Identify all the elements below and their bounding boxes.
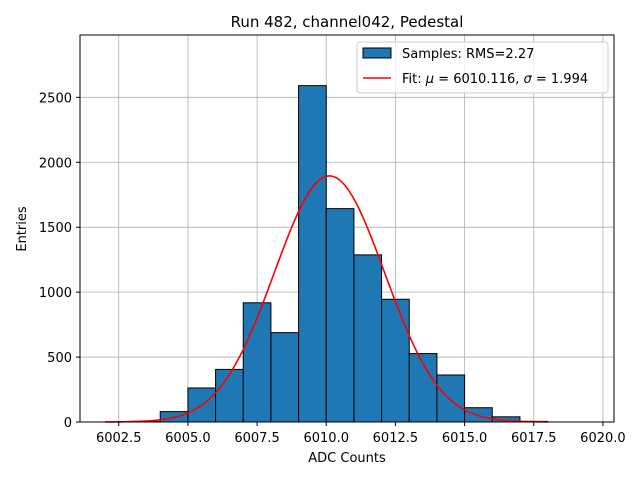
x-tick-label: 6012.5	[373, 431, 419, 446]
x-tick-label: 6005.0	[165, 431, 211, 446]
x-tick-label: 6020.0	[580, 431, 626, 446]
histogram-bar	[242, 302, 272, 423]
histogram-bar	[353, 254, 383, 423]
x-tick-label: 6002.5	[96, 431, 142, 446]
histogram-bar	[270, 332, 300, 423]
y-tick-label: 500	[47, 351, 72, 366]
y-axis-title: Entries	[15, 206, 30, 252]
histogram-bar	[215, 368, 244, 423]
chart-title: Run 482, channel042, Pedestal	[231, 13, 464, 31]
legend-mu-value: = 6010.116,	[434, 72, 523, 87]
histogram-bar	[325, 208, 355, 423]
x-tick-label: 6015.0	[442, 431, 488, 446]
histogram-bar	[381, 298, 410, 423]
x-tick-label: 6017.5	[511, 431, 557, 446]
x-tick-label: 6007.5	[234, 431, 280, 446]
y-tick-label: 0	[64, 416, 72, 431]
legend-mu-symbol: μ	[425, 72, 434, 87]
gaussian-fit-line	[104, 175, 548, 423]
fit-curve-group	[104, 175, 548, 423]
histogram-bar	[436, 374, 466, 423]
legend-fit-prefix: Fit:	[402, 72, 426, 87]
y-tick-label: 2000	[39, 156, 72, 171]
x-tick-label: 6010.0	[303, 431, 349, 446]
histogram-bar	[298, 85, 327, 423]
y-tick-label: 2500	[39, 91, 72, 106]
y-tick-label: 1500	[39, 221, 72, 236]
legend-sigma-symbol: σ	[524, 72, 533, 87]
legend-sigma-value: = 1.994	[532, 72, 588, 87]
y-axis-ticks: 0 500 1000 1500 2000 2500	[39, 91, 80, 431]
histogram-bars	[132, 85, 549, 423]
x-axis-title: ADC Counts	[308, 451, 386, 466]
y-tick-label: 1000	[39, 286, 72, 301]
x-axis-ticks: 6002.5 6005.0 6007.5 6010.0 6012.5 6015.0 6017…	[96, 422, 626, 446]
legend: Samples: RMS=2.27 Fit: μ = 6010.116, σ =…	[356, 41, 609, 94]
legend-patch-samples	[362, 47, 392, 59]
legend-label-samples: Samples: RMS=2.27	[402, 47, 534, 62]
legend-box	[356, 41, 609, 94]
legend-label-fit: Fit: μ = 6010.116, σ = 1.994	[402, 72, 588, 87]
plot-frame	[79, 34, 615, 423]
